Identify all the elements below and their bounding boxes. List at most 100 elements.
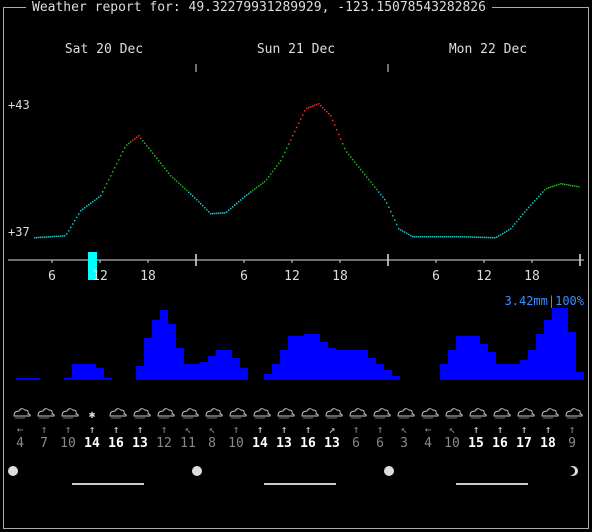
- wind-speed: 3: [400, 436, 408, 451]
- temp-dot: [432, 236, 434, 238]
- temp-dot: [336, 129, 338, 131]
- temp-dot: [42, 236, 44, 238]
- wind-speed: 9: [568, 436, 576, 451]
- temp-dot: [418, 236, 420, 238]
- temp-dot: [328, 113, 330, 115]
- temp-dot: [550, 186, 552, 188]
- temp-dot: [96, 198, 98, 200]
- wind-speed: 4: [424, 436, 432, 451]
- temp-dot: [256, 186, 258, 189]
- temp-dot: [450, 236, 452, 238]
- temp-dot: [38, 236, 40, 239]
- temp-dot: [558, 183, 560, 186]
- temp-dot: [508, 229, 510, 231]
- temp-dot: [358, 166, 360, 168]
- temp-dot: [518, 218, 520, 220]
- temp-dot: [480, 236, 482, 239]
- temp-dot: [474, 236, 476, 238]
- temp-dot: [224, 212, 226, 214]
- temp-dot: [116, 163, 118, 165]
- temp-dot: [216, 212, 218, 215]
- temp-dot: [174, 178, 176, 181]
- wind-speed: 6: [352, 436, 360, 451]
- temp-dot: [210, 213, 212, 215]
- temp-dot: [234, 204, 236, 206]
- temp-dot: [370, 181, 372, 183]
- temp-dot: [310, 106, 312, 108]
- temp-dot: [52, 235, 54, 238]
- temp-dot: [198, 201, 200, 203]
- temp-dot: [426, 236, 428, 238]
- temp-dot: [178, 182, 180, 184]
- temp-dot: [534, 200, 536, 202]
- temp-dot: [70, 226, 72, 229]
- temp-dot: [188, 191, 190, 194]
- temp-dot: [362, 171, 364, 173]
- temp-dot: [476, 236, 478, 238]
- temp-dot: [284, 151, 286, 154]
- precip-bar: [440, 364, 448, 380]
- temp-dot: [402, 230, 404, 232]
- wind-arrow-icon: ↑: [521, 423, 528, 436]
- temp-dot: [562, 183, 564, 185]
- temp-dot: [372, 183, 374, 186]
- temp-dot: [190, 193, 192, 195]
- wind-arrow-icon: ↖: [401, 423, 408, 436]
- temp-dot: [570, 184, 572, 187]
- precip-bar: [456, 336, 480, 380]
- temp-dot: [168, 172, 170, 174]
- temp-dot: [236, 202, 238, 205]
- wind-speed: 16: [300, 436, 316, 451]
- temp-dot: [482, 236, 484, 239]
- temp-dot: [122, 151, 124, 153]
- temp-dot: [142, 140, 144, 142]
- temp-dot: [422, 236, 424, 238]
- temp-dot: [500, 234, 502, 236]
- cloud-icon: [493, 408, 511, 419]
- temp-dot: [246, 194, 248, 196]
- temp-dot: [408, 233, 410, 236]
- temp-dot: [130, 141, 132, 143]
- temp-dot: [460, 236, 462, 238]
- temp-dot: [522, 213, 524, 216]
- cloud-icon: [61, 408, 79, 419]
- temp-dot: [576, 185, 578, 188]
- temp-dot: [290, 139, 292, 141]
- temp-dot: [420, 236, 422, 238]
- temp-dot: [506, 230, 508, 232]
- temp-dot: [348, 153, 350, 156]
- temp-dot: [82, 208, 84, 210]
- cloud-icon: [541, 408, 559, 419]
- wind-speed: 4: [16, 436, 24, 451]
- temp-dot: [182, 186, 184, 188]
- temp-dot: [44, 236, 46, 238]
- precip-bar: [72, 364, 96, 380]
- temp-dot: [512, 225, 514, 228]
- temp-dot: [380, 193, 382, 196]
- hour-label: 6: [432, 269, 440, 284]
- temp-dot: [230, 207, 232, 210]
- moon-phase-icon: [384, 466, 394, 476]
- temp-dot: [456, 236, 458, 238]
- temp-dot: [278, 162, 280, 165]
- temp-dot: [150, 150, 152, 152]
- temp-dot: [40, 236, 42, 239]
- cloud-icon: [157, 408, 175, 419]
- wind-arrow-icon: ↗: [329, 423, 336, 436]
- precip-bar: [104, 378, 112, 380]
- temp-dot: [260, 183, 262, 186]
- temp-dot: [194, 197, 196, 199]
- temp-dot: [84, 207, 86, 209]
- temp-dot: [140, 137, 142, 139]
- temp-dot: [148, 147, 150, 149]
- temp-dot: [294, 130, 296, 133]
- precip-bar: [528, 350, 536, 380]
- temp-dot: [50, 236, 52, 238]
- temp-dot: [90, 202, 92, 204]
- precip-bar: [568, 332, 576, 380]
- temp-dot: [318, 103, 320, 105]
- temp-dot: [160, 162, 162, 164]
- temp-dot: [346, 151, 348, 153]
- temp-dot: [438, 236, 440, 238]
- temp-dot: [400, 229, 402, 231]
